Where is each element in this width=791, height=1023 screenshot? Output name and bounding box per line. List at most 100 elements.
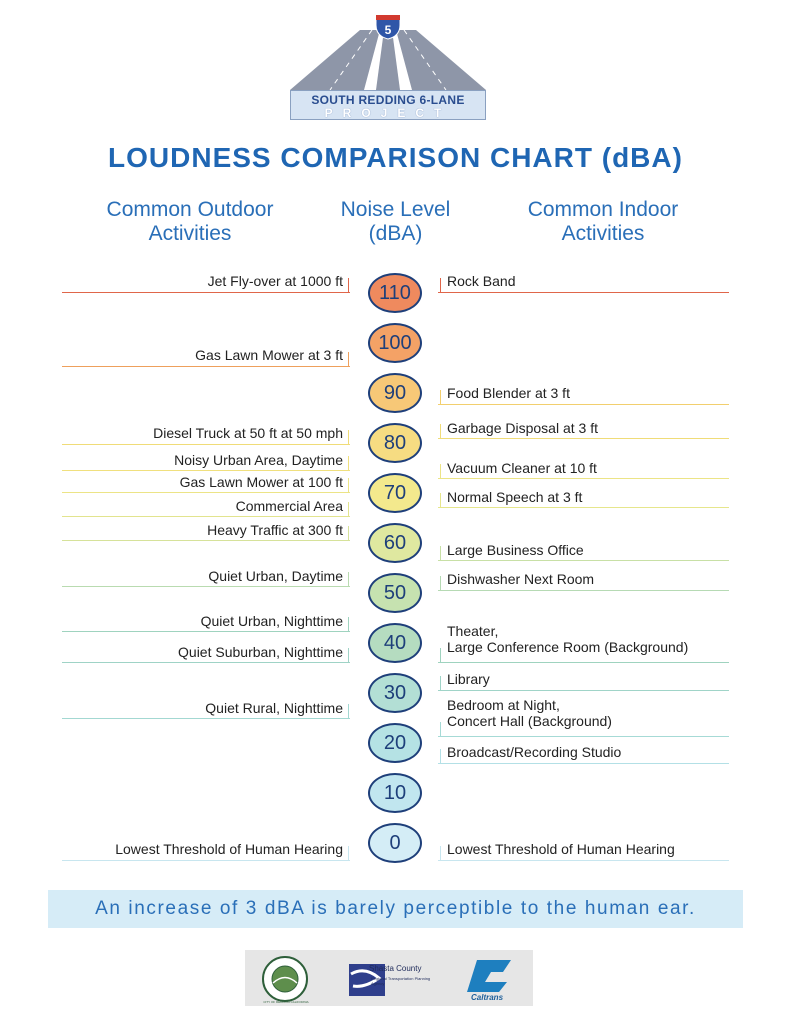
indoor-activity-line	[438, 292, 729, 293]
outdoor-activity-line	[62, 540, 350, 541]
indoor-activity-tick	[440, 278, 441, 292]
indoor-activity-label: Library	[447, 671, 490, 687]
outdoor-activity-line	[62, 860, 350, 861]
indoor-activity-tick	[440, 648, 441, 662]
indoor-activity-line	[438, 404, 729, 405]
outdoor-activity-tick	[348, 704, 349, 718]
outdoor-activity-label: Lowest Threshold of Human Hearing	[115, 841, 343, 857]
level-circle-50: 50	[368, 573, 422, 613]
level-circle-90: 90	[368, 373, 422, 413]
indoor-activity-line	[438, 560, 729, 561]
indoor-column-header: Common Indoor Activities	[527, 198, 679, 245]
outdoor-activity-label: Gas Lawn Mower at 3 ft	[195, 347, 343, 363]
indoor-activity-label: Broadcast/Recording Studio	[447, 744, 622, 760]
indoor-activity-label: Theater, Large Conference Room (Backgrou…	[447, 623, 689, 655]
outdoor-activity-line	[62, 586, 350, 587]
logo-band	[290, 90, 486, 120]
indoor-activity-label: Vacuum Cleaner at 10 ft	[447, 460, 597, 476]
outdoor-activity-label: Heavy Traffic at 300 ft	[207, 522, 343, 538]
highway-road-icon	[290, 29, 486, 91]
indoor-activity-line	[438, 736, 729, 737]
outdoor-activity-tick	[348, 502, 349, 516]
shasta-sub-label: Regional Transportation Planning Agency	[371, 976, 431, 986]
interstate-shield-icon: 5	[375, 14, 401, 40]
shasta-county-label: Shasta County	[369, 964, 422, 973]
outdoor-activity-tick	[348, 352, 349, 366]
outdoor-activity-line	[62, 516, 350, 517]
indoor-activity-line	[438, 438, 729, 439]
indoor-activity-label: Large Business Office	[447, 542, 584, 558]
page-title: LOUDNESS COMPARISON CHART (dBA)	[108, 142, 683, 173]
outdoor-activity-line	[62, 662, 350, 663]
outdoor-activity-tick	[348, 478, 349, 492]
outdoor-activity-line	[62, 492, 350, 493]
indoor-activity-tick	[440, 546, 441, 560]
outdoor-activity-tick	[348, 648, 349, 662]
indoor-activity-line	[438, 860, 729, 861]
outdoor-activity-label: Quiet Suburban, Nighttime	[178, 644, 343, 660]
indoor-activity-tick	[440, 390, 441, 404]
indoor-activity-tick	[440, 676, 441, 690]
indoor-activity-tick	[440, 424, 441, 438]
level-circle-30: 30	[368, 673, 422, 713]
outdoor-column-header: Common Outdoor Activities	[106, 198, 274, 245]
outdoor-activity-tick	[348, 572, 349, 586]
outdoor-activity-line	[62, 366, 350, 367]
level-circle-70: 70	[368, 473, 422, 513]
level-column-header: Noise Level (dBA)	[340, 198, 451, 245]
outdoor-activity-label: Quiet Urban, Nighttime	[200, 613, 343, 629]
logo-line2: PROJECT	[324, 106, 452, 120]
project-logo: 5 SOUTH REDDING 6-LANE PROJECT	[290, 12, 486, 120]
indoor-activity-label: Garbage Disposal at 3 ft	[447, 420, 598, 436]
outdoor-activity-label: Commercial Area	[235, 498, 343, 514]
level-circle-100: 100	[368, 323, 422, 363]
indoor-activity-line	[438, 662, 729, 663]
outdoor-activity-line	[62, 470, 350, 471]
outdoor-activity-label: Quiet Rural, Nighttime	[205, 700, 343, 716]
caltrans-logo-icon	[467, 960, 511, 992]
perception-note: An increase of 3 dBA is barely perceptib…	[48, 890, 743, 928]
city-of-redding-label: CITY OF REDDING CALIFORNIA	[263, 1000, 309, 1004]
indoor-activity-tick	[440, 493, 441, 507]
footer-logos: CITY OF REDDING CALIFORNIA Shasta County…	[245, 950, 533, 1006]
city-seal-icon	[262, 956, 308, 1002]
indoor-activity-tick	[440, 464, 441, 478]
indoor-activity-tick	[440, 722, 441, 736]
indoor-activity-line	[438, 478, 729, 479]
level-circle-40: 40	[368, 623, 422, 663]
indoor-activity-tick	[440, 846, 441, 860]
outdoor-activity-tick	[348, 846, 349, 860]
shasta-river-icon	[349, 964, 385, 996]
outdoor-activity-line	[62, 631, 350, 632]
outdoor-activity-line	[62, 292, 350, 293]
level-circle-10: 10	[368, 773, 422, 813]
indoor-activity-tick	[440, 576, 441, 590]
indoor-activity-label: Dishwasher Next Room	[447, 571, 595, 587]
level-circle-20: 20	[368, 723, 422, 763]
indoor-activity-label: Food Blender at 3 ft	[447, 385, 570, 401]
outdoor-activity-tick	[348, 430, 349, 444]
indoor-activity-line	[438, 590, 729, 591]
indoor-activity-line	[438, 690, 729, 691]
outdoor-activity-line	[62, 718, 350, 719]
logo-line1: SOUTH REDDING 6-LANE	[311, 93, 465, 107]
outdoor-activity-tick	[348, 526, 349, 540]
outdoor-activity-label: Jet Fly-over at 1000 ft	[207, 273, 343, 289]
outdoor-activity-label: Quiet Urban, Daytime	[208, 568, 343, 584]
caltrans-label: Caltrans	[471, 993, 504, 1002]
outdoor-activity-label: Gas Lawn Mower at 100 ft	[179, 474, 343, 490]
indoor-activity-label: Lowest Threshold of Human Hearing	[447, 841, 675, 857]
outdoor-activity-label: Diesel Truck at 50 ft at 50 mph	[153, 425, 343, 441]
level-circle-110: 110	[368, 273, 422, 313]
outdoor-activity-tick	[348, 278, 349, 292]
outdoor-activity-label: Noisy Urban Area, Daytime	[174, 452, 343, 468]
highway-number: 5	[385, 23, 392, 37]
indoor-activity-line	[438, 763, 729, 764]
outdoor-activity-line	[62, 444, 350, 445]
indoor-activity-label: Rock Band	[447, 273, 516, 289]
indoor-activity-label: Bedroom at Night, Concert Hall (Backgrou…	[447, 697, 612, 729]
indoor-activity-line	[438, 507, 729, 508]
outdoor-activity-tick	[348, 456, 349, 470]
level-circle-80: 80	[368, 423, 422, 463]
indoor-activity-label: Normal Speech at 3 ft	[447, 489, 583, 505]
